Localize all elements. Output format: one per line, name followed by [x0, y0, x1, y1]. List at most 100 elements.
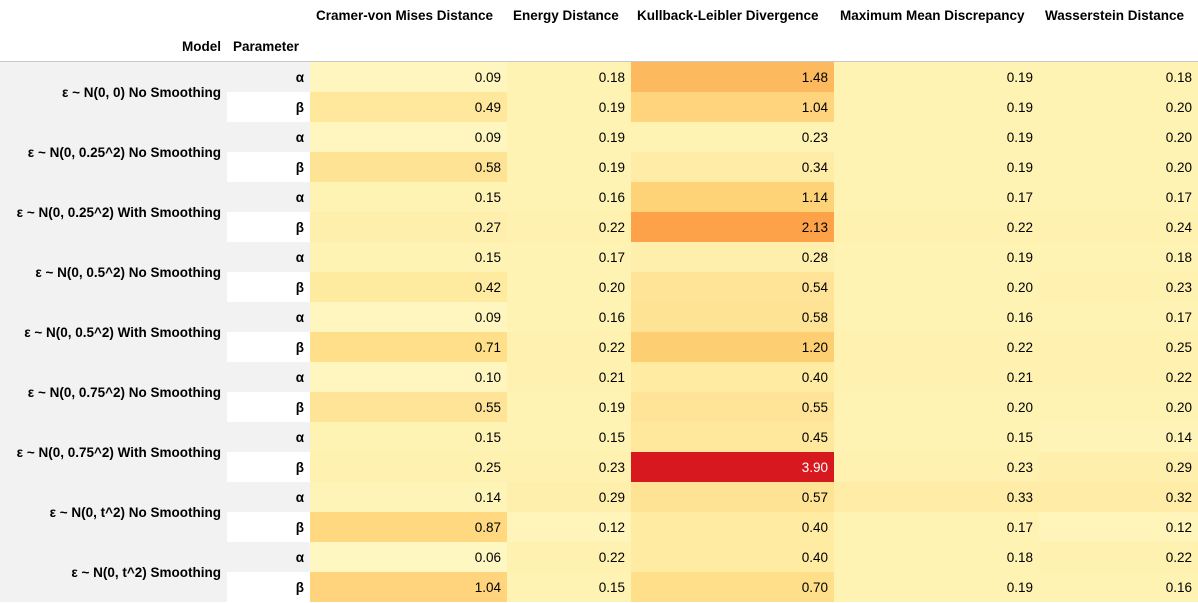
- value-cell: 0.29: [1039, 452, 1198, 482]
- value-cell: 1.04: [310, 572, 507, 602]
- model-label: ε ~ N(0, 0.25^2) With Smoothing: [0, 182, 227, 242]
- table-row: β 0.87 0.12 0.40 0.17 0.12: [0, 512, 1198, 542]
- parameter-label: β: [227, 212, 310, 242]
- value-cell: 0.25: [310, 452, 507, 482]
- value-cell: 0.22: [507, 212, 631, 242]
- table-row: β 0.58 0.19 0.34 0.19 0.20: [0, 152, 1198, 182]
- model-label: ε ~ N(0, 0.75^2) With Smoothing: [0, 422, 227, 482]
- blank-header-cell: [310, 31, 507, 62]
- parameter-label: β: [227, 392, 310, 422]
- table-row: β 0.71 0.22 1.20 0.22 0.25: [0, 332, 1198, 362]
- value-cell: 0.16: [1039, 572, 1198, 602]
- value-cell: 0.14: [1039, 422, 1198, 452]
- value-cell: 1.04: [631, 92, 834, 122]
- value-cell: 0.20: [1039, 392, 1198, 422]
- parameter-label: α: [227, 122, 310, 152]
- value-cell: 0.19: [507, 122, 631, 152]
- value-cell: 0.22: [1039, 542, 1198, 572]
- parameter-label: α: [227, 422, 310, 452]
- blank-header-cell: [507, 31, 631, 62]
- value-cell: 0.17: [1039, 182, 1198, 212]
- column-header: Cramer-von Mises Distance: [310, 0, 507, 31]
- value-cell: 0.24: [1039, 212, 1198, 242]
- parameter-label: β: [227, 512, 310, 542]
- parameter-label: β: [227, 92, 310, 122]
- value-cell: 0.16: [507, 302, 631, 332]
- parameter-header: Parameter: [227, 31, 310, 62]
- value-cell: 0.17: [834, 182, 1039, 212]
- value-cell: 0.40: [631, 512, 834, 542]
- table-row: β 0.55 0.19 0.55 0.20 0.20: [0, 392, 1198, 422]
- table-row: ε ~ N(0, 0.5^2) No Smoothing α 0.15 0.17 0.2…: [0, 242, 1198, 302]
- parameter-label: β: [227, 452, 310, 482]
- parameter-label: β: [227, 152, 310, 182]
- value-cell: 0.12: [507, 512, 631, 542]
- parameter-label: β: [227, 272, 310, 302]
- value-cell: 0.09: [310, 122, 507, 152]
- value-cell: 0.19: [834, 572, 1039, 602]
- value-cell: 0.25: [1039, 332, 1198, 362]
- column-header: Kullback-Leibler Divergence: [631, 0, 834, 31]
- value-cell: 0.22: [834, 212, 1039, 242]
- value-cell: 0.19: [834, 61, 1039, 92]
- value-cell: 0.54: [631, 272, 834, 302]
- value-cell: 0.58: [310, 152, 507, 182]
- value-cell: 1.14: [631, 182, 834, 212]
- index-header-row: Model Parameter: [0, 31, 1198, 62]
- value-cell: 0.16: [834, 302, 1039, 332]
- parameter-label: α: [227, 542, 310, 572]
- table-row: ε ~ N(0, t^2) Smoothing α 0.06 0.22 0.40 0.18…: [0, 542, 1198, 602]
- value-cell: 0.15: [310, 422, 507, 452]
- value-cell: 0.20: [1039, 122, 1198, 152]
- column-header: Wasserstein Distance: [1039, 0, 1198, 31]
- value-cell: 0.57: [631, 482, 834, 512]
- value-cell: 0.55: [310, 392, 507, 422]
- value-cell: 0.23: [507, 452, 631, 482]
- value-cell: 0.27: [310, 212, 507, 242]
- model-label: ε ~ N(0, 0.5^2) No Smoothing: [0, 242, 227, 302]
- value-cell: 0.23: [631, 122, 834, 152]
- model-label: ε ~ N(0, 0.25^2) No Smoothing: [0, 122, 227, 182]
- value-cell: 0.22: [1039, 362, 1198, 392]
- table-row: ε ~ N(0, 0.75^2) With Smoothing α 0.15 0.15…: [0, 422, 1198, 482]
- value-cell: 0.15: [834, 422, 1039, 452]
- value-cell: 0.19: [834, 92, 1039, 122]
- value-cell: 0.18: [1039, 61, 1198, 92]
- parameter-label: β: [227, 572, 310, 602]
- value-cell: 0.19: [834, 242, 1039, 272]
- value-cell: 0.18: [1039, 242, 1198, 272]
- blank-header-cell: [227, 0, 310, 31]
- value-cell: 0.20: [1039, 92, 1198, 122]
- table-body: ε ~ N(0, 0) No Smoothing α 0.09 0.18 1.48 0.1…: [0, 61, 1198, 602]
- value-cell: 0.42: [310, 272, 507, 302]
- value-cell: 0.15: [310, 182, 507, 212]
- parameter-label: α: [227, 362, 310, 392]
- blank-header-cell: [631, 31, 834, 62]
- value-cell: 0.15: [310, 242, 507, 272]
- parameter-label: β: [227, 332, 310, 362]
- model-label: ε ~ N(0, 0.75^2) No Smoothing: [0, 362, 227, 422]
- value-cell: 0.19: [834, 152, 1039, 182]
- value-cell: 0.45: [631, 422, 834, 452]
- value-cell: 0.40: [631, 362, 834, 392]
- value-cell: 0.15: [507, 422, 631, 452]
- value-cell: 1.48: [631, 61, 834, 92]
- value-cell: 0.19: [507, 392, 631, 422]
- value-cell: 0.16: [507, 182, 631, 212]
- table-row: β 1.04 0.15 0.70 0.19 0.16: [0, 572, 1198, 602]
- value-cell: 0.87: [310, 512, 507, 542]
- value-cell: 2.13: [631, 212, 834, 242]
- value-cell: 0.17: [1039, 302, 1198, 332]
- value-cell: 0.10: [310, 362, 507, 392]
- parameter-label: α: [227, 61, 310, 92]
- parameter-label: α: [227, 302, 310, 332]
- value-cell: 0.19: [507, 92, 631, 122]
- table-row: ε ~ N(0, 0) No Smoothing α 0.09 0.18 1.48 0.1…: [0, 61, 1198, 122]
- value-cell: 0.20: [834, 392, 1039, 422]
- table-row: β 0.25 0.23 3.90 0.23 0.29: [0, 452, 1198, 482]
- value-cell: 0.58: [631, 302, 834, 332]
- value-cell: 0.23: [834, 452, 1039, 482]
- value-cell: 0.18: [507, 61, 631, 92]
- value-cell: 0.70: [631, 572, 834, 602]
- blank-header-cell: [1039, 31, 1198, 62]
